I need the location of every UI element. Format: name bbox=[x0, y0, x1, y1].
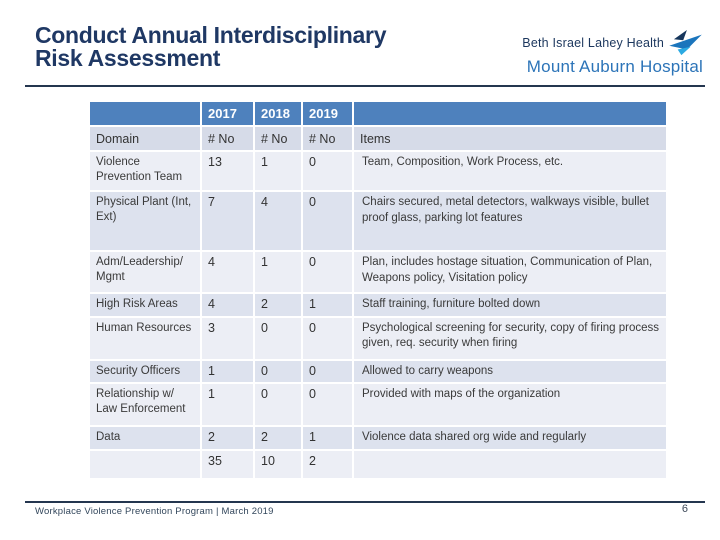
table-row: High Risk Areas 4 2 1 Staff training, fu… bbox=[88, 292, 668, 318]
table-year-header-row: 2017 2018 2019 bbox=[88, 100, 668, 127]
cell-2018: 2 bbox=[253, 292, 303, 318]
bird-arrow-icon bbox=[669, 30, 702, 56]
cell-2017: 13 bbox=[200, 150, 255, 192]
cell-2017: 2 bbox=[200, 425, 255, 451]
logo-hospital-name: Mount Auburn Hospital bbox=[526, 57, 703, 76]
footer-divider bbox=[25, 501, 705, 503]
cell-2017: 4 bbox=[200, 292, 255, 318]
cell-2019: 0 bbox=[301, 315, 354, 361]
col-header-items: Items bbox=[352, 125, 668, 152]
year-header-empty bbox=[88, 100, 202, 127]
cell-2019: 0 bbox=[301, 382, 354, 428]
table-row: Security Officers 1 0 0 Allowed to carry… bbox=[88, 358, 668, 385]
cell-items: Provided with maps of the organization bbox=[352, 382, 668, 428]
col-header-no-2018: # No bbox=[253, 125, 303, 152]
cell-2018: 1 bbox=[253, 250, 303, 294]
cell-items bbox=[352, 448, 668, 480]
table-column-header-row: Domain # No # No # No Items bbox=[88, 125, 668, 152]
page-title: Conduct Annual Interdisciplinary Risk As… bbox=[35, 24, 535, 70]
cell-2017: 7 bbox=[200, 190, 255, 252]
cell-items: Team, Composition, Work Process, etc. bbox=[352, 150, 668, 192]
cell-2019: 0 bbox=[301, 150, 354, 192]
cell-domain: Data bbox=[88, 425, 202, 451]
cell-items: Chairs secured, metal detectors, walkway… bbox=[352, 190, 668, 252]
table-row: Adm/Leadership/ Mgmt 4 1 0 Plan, include… bbox=[88, 250, 668, 294]
table-row: Violence Prevention Team 13 1 0 Team, Co… bbox=[88, 150, 668, 192]
cell-2018: 0 bbox=[253, 382, 303, 428]
cell-2017: 4 bbox=[200, 250, 255, 294]
year-header-2017: 2017 bbox=[200, 100, 255, 127]
cell-2018: 0 bbox=[253, 358, 303, 385]
cell-2017: 3 bbox=[200, 315, 255, 361]
cell-items: Psychological screening for security, co… bbox=[352, 315, 668, 361]
footer-text: Workplace Violence Prevention Program | … bbox=[35, 506, 274, 517]
page-title-line2: Risk Assessment bbox=[35, 45, 221, 71]
cell-2019: 0 bbox=[301, 250, 354, 294]
cell-items: Plan, includes hostage situation, Commun… bbox=[352, 250, 668, 294]
cell-domain: Relationship w/ Law Enforcement bbox=[88, 382, 202, 428]
cell-total-2019: 2 bbox=[301, 448, 354, 480]
table-row: Data 2 2 1 Violence data shared org wide… bbox=[88, 425, 668, 451]
year-header-2018: 2018 bbox=[253, 100, 303, 127]
cell-2018: 2 bbox=[253, 425, 303, 451]
risk-assessment-table: 2017 2018 2019 Domain # No # No # No Ite… bbox=[88, 100, 668, 480]
cell-domain: Adm/Leadership/ Mgmt bbox=[88, 250, 202, 294]
cell-2018: 4 bbox=[253, 190, 303, 252]
hospital-logo: Beth Israel Lahey Health Mount Auburn Ho… bbox=[522, 30, 703, 77]
col-header-no-2017: # No bbox=[200, 125, 255, 152]
cell-domain bbox=[88, 448, 202, 480]
table-row: Human Resources 3 0 0 Psychological scre… bbox=[88, 315, 668, 361]
col-header-no-2019: # No bbox=[301, 125, 354, 152]
cell-2018: 0 bbox=[253, 315, 303, 361]
cell-2017: 1 bbox=[200, 382, 255, 428]
cell-2019: 1 bbox=[301, 292, 354, 318]
year-header-2019: 2019 bbox=[301, 100, 354, 127]
cell-items: Allowed to carry weapons bbox=[352, 358, 668, 385]
cell-2019: 0 bbox=[301, 190, 354, 252]
cell-items: Staff training, furniture bolted down bbox=[352, 292, 668, 318]
header-divider bbox=[25, 85, 705, 87]
cell-items: Violence data shared org wide and regula… bbox=[352, 425, 668, 451]
logo-org-name: Beth Israel Lahey Health bbox=[522, 36, 664, 50]
page-number: 6 bbox=[681, 503, 688, 515]
page-title-line1: Conduct Annual Interdisciplinary bbox=[35, 22, 387, 48]
cell-domain: High Risk Areas bbox=[88, 292, 202, 318]
table-total-row: 35 10 2 bbox=[88, 448, 668, 480]
table-row: Physical Plant (Int, Ext) 7 4 0 Chairs s… bbox=[88, 190, 668, 252]
year-header-empty bbox=[352, 100, 668, 127]
cell-2019: 0 bbox=[301, 358, 354, 385]
cell-domain: Human Resources bbox=[88, 315, 202, 361]
cell-domain: Physical Plant (Int, Ext) bbox=[88, 190, 202, 252]
cell-2017: 1 bbox=[200, 358, 255, 385]
col-header-domain: Domain bbox=[88, 125, 202, 152]
cell-2019: 1 bbox=[301, 425, 354, 451]
cell-total-2017: 35 bbox=[200, 448, 255, 480]
cell-total-2018: 10 bbox=[253, 448, 303, 480]
cell-2018: 1 bbox=[253, 150, 303, 192]
cell-domain: Violence Prevention Team bbox=[88, 150, 202, 192]
cell-domain: Security Officers bbox=[88, 358, 202, 385]
table-row: Relationship w/ Law Enforcement 1 0 0 Pr… bbox=[88, 382, 668, 428]
